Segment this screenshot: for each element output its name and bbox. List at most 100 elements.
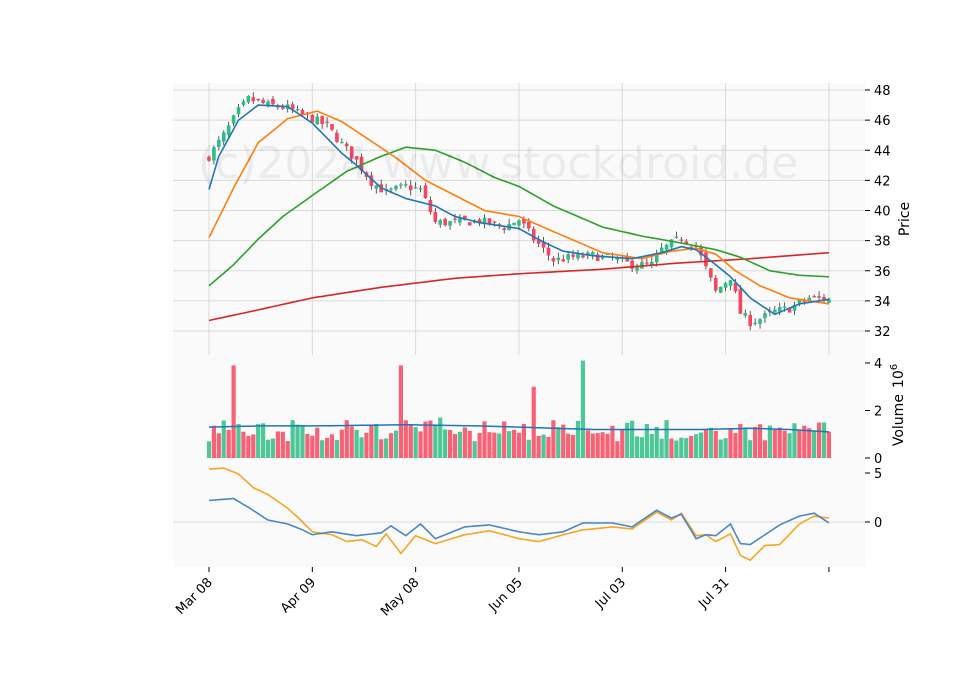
candle-up: [266, 101, 270, 106]
volume-bar: [280, 431, 285, 458]
candle-down: [443, 218, 447, 226]
candle-down: [709, 268, 713, 278]
candle-down: [463, 215, 467, 220]
x-tick-label: Jun 05: [485, 575, 525, 615]
candle-down: [281, 107, 285, 109]
volume-bar: [467, 430, 472, 458]
volume-bar: [743, 427, 748, 458]
candle-up: [635, 266, 639, 271]
price-tick-label: 36: [874, 265, 891, 280]
candle-down: [699, 247, 703, 256]
candle-down: [802, 300, 807, 302]
volume-label-text: Volume: [891, 394, 907, 446]
candle-down: [748, 314, 752, 327]
volume-bar: [767, 425, 772, 458]
price-tick-label: 42: [874, 174, 891, 189]
price-tick-label: 46: [874, 114, 891, 129]
sma-fast-line: [208, 104, 830, 316]
volume-bar: [507, 431, 512, 458]
candle-up: [669, 239, 674, 248]
volume-bar: [502, 421, 507, 458]
volume-bar: [447, 430, 453, 458]
volume-bar: [285, 441, 290, 458]
volume-bar: [826, 431, 832, 458]
volume-bar: [295, 424, 300, 458]
volume-bar: [428, 420, 433, 458]
volume-bar: [221, 420, 226, 458]
candle-up: [827, 298, 831, 303]
volume-bar: [556, 427, 561, 458]
candle-down: [645, 262, 649, 264]
candle-down: [787, 308, 792, 313]
candle-down: [300, 110, 305, 115]
volume-bar: [511, 429, 517, 458]
candle-up: [590, 252, 595, 255]
volume-bar: [797, 429, 802, 458]
volume-bar: [812, 431, 817, 458]
volume-bar: [226, 430, 231, 458]
volume-bar: [802, 425, 807, 458]
volume-bars: [206, 360, 832, 458]
volume-bar: [669, 438, 674, 458]
candle-down: [738, 289, 743, 314]
candle-up: [482, 217, 487, 225]
volume-bar: [438, 417, 443, 458]
volume-bar: [216, 433, 221, 458]
volume-bar: [644, 424, 649, 458]
price-tick-label: 32: [874, 325, 891, 340]
volume-bar: [497, 433, 502, 458]
candle-down: [581, 255, 585, 258]
volume-bar: [787, 433, 792, 458]
candle-down: [354, 156, 359, 160]
volume-bar: [320, 440, 325, 458]
candle-down: [349, 146, 354, 159]
volume-bar: [531, 386, 536, 458]
candle-up: [448, 221, 452, 226]
volume-bar: [772, 429, 777, 458]
candle-down: [561, 259, 566, 262]
volume-bar: [418, 431, 423, 458]
price-tick-label: 38: [874, 235, 891, 250]
candle-up: [566, 254, 570, 260]
price-tick-label: 34: [874, 295, 891, 310]
candle-down: [344, 143, 349, 147]
volume-bar: [605, 433, 610, 458]
candle-down: [822, 296, 826, 301]
volume-bar: [231, 365, 236, 458]
candle-down: [551, 258, 556, 262]
indicator-lines: [208, 104, 830, 562]
volume-bar: [580, 360, 586, 458]
candle-down: [271, 98, 275, 105]
candle-down: [290, 104, 295, 110]
grid-lines: [173, 83, 865, 523]
volume-bar: [634, 436, 640, 458]
sma-mid-line: [208, 110, 830, 305]
volume-bar: [452, 434, 458, 458]
candle-down: [531, 228, 536, 241]
candle-up: [556, 257, 561, 261]
volume-bar: [403, 420, 408, 458]
price-tick-label: 40: [874, 205, 891, 220]
volume-bar: [625, 422, 630, 458]
volume-bar: [615, 441, 620, 458]
volume-bar: [261, 423, 266, 458]
volume-bar: [590, 433, 595, 458]
volume-bar: [433, 424, 438, 458]
candle-down: [477, 219, 482, 224]
candle-up: [723, 283, 728, 288]
volume-bar: [654, 426, 659, 458]
candle-down: [335, 132, 339, 143]
volume-bar: [674, 440, 679, 458]
volume-bar: [334, 439, 340, 458]
x-tick-label: Apr 09: [278, 575, 319, 616]
price-tick-label: 44: [874, 144, 891, 159]
candle-up: [231, 115, 236, 124]
volume-bar: [738, 423, 743, 458]
volume-bar: [595, 433, 600, 458]
volume-bar: [329, 434, 335, 458]
volume-bar: [693, 434, 699, 458]
oscillator-slow-line: [208, 467, 830, 562]
candle-up: [418, 188, 423, 190]
volume-tick-label: 2: [874, 405, 882, 420]
volume-bar: [349, 426, 354, 458]
